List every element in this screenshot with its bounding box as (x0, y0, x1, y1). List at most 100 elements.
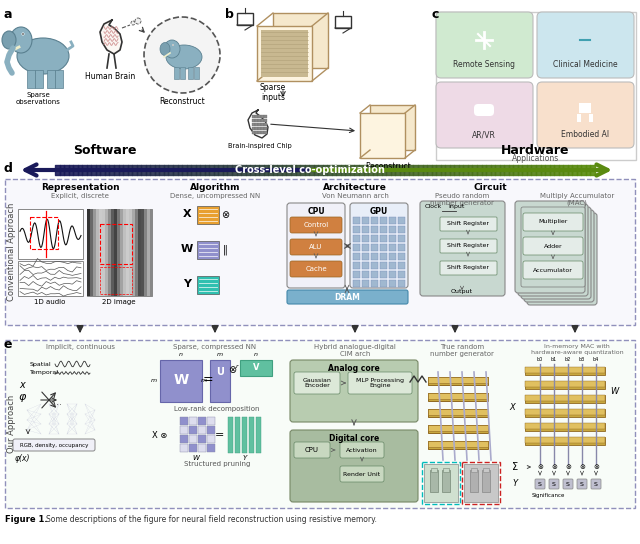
Text: Clinical Medicine: Clinical Medicine (553, 60, 618, 69)
Bar (255, 127, 257, 130)
Bar (380, 244, 387, 251)
Bar (207, 426, 215, 434)
Circle shape (486, 379, 490, 384)
Bar (180, 444, 188, 452)
Text: DRAM: DRAM (335, 293, 360, 301)
Circle shape (581, 96, 583, 98)
Bar (371, 280, 378, 287)
FancyBboxPatch shape (474, 104, 494, 116)
Circle shape (461, 411, 467, 416)
Ellipse shape (10, 27, 32, 53)
FancyBboxPatch shape (527, 213, 597, 305)
Bar (237, 13, 253, 25)
Text: Embodied AI: Embodied AI (561, 130, 609, 139)
Circle shape (591, 462, 601, 472)
FancyBboxPatch shape (440, 217, 497, 231)
FancyBboxPatch shape (440, 239, 497, 253)
Text: ‖: ‖ (223, 245, 227, 255)
Bar (428, 409, 488, 415)
Bar (389, 217, 396, 224)
Bar (198, 435, 206, 443)
Text: b4: b4 (593, 357, 599, 362)
Circle shape (549, 462, 559, 472)
FancyBboxPatch shape (523, 213, 583, 231)
FancyBboxPatch shape (348, 372, 412, 394)
Text: Y: Y (513, 479, 518, 489)
Text: S: S (566, 481, 570, 486)
Bar (141, 209, 144, 296)
Text: Shift Register: Shift Register (447, 221, 489, 226)
Circle shape (41, 400, 49, 408)
Text: b0: b0 (537, 357, 543, 362)
Bar (579, 103, 591, 113)
Bar (398, 271, 405, 278)
Circle shape (486, 442, 490, 448)
Text: U: U (216, 367, 224, 377)
Bar (258, 115, 260, 118)
FancyBboxPatch shape (549, 479, 559, 489)
Circle shape (486, 426, 490, 431)
Text: X: X (182, 209, 191, 219)
Circle shape (474, 394, 479, 399)
Circle shape (577, 462, 587, 472)
Bar (398, 217, 405, 224)
Bar (5, 179, 635, 325)
FancyBboxPatch shape (340, 466, 384, 482)
Bar (371, 217, 378, 224)
Bar (18, 261, 83, 296)
Text: n: n (179, 352, 183, 357)
Ellipse shape (164, 40, 180, 58)
Bar (482, 470, 490, 492)
Bar (147, 209, 150, 296)
Bar (380, 253, 387, 260)
Polygon shape (428, 421, 493, 425)
Text: W: W (181, 244, 193, 254)
Bar (160, 360, 202, 402)
Text: m: m (201, 378, 207, 382)
Bar (90, 209, 93, 296)
FancyBboxPatch shape (287, 203, 345, 288)
Bar (189, 435, 197, 443)
Text: MLP Processing
Engine: MLP Processing Engine (356, 378, 404, 388)
Bar (362, 253, 369, 260)
Bar (114, 209, 117, 296)
Bar (93, 209, 96, 296)
Bar (120, 209, 123, 296)
Bar (102, 209, 105, 296)
Text: Clock: Clock (425, 204, 442, 209)
Bar (30, 217, 58, 249)
FancyBboxPatch shape (537, 82, 634, 148)
Bar (442, 470, 450, 492)
Text: c: c (432, 8, 440, 21)
Circle shape (438, 394, 442, 399)
FancyBboxPatch shape (524, 210, 594, 302)
Text: Input: Input (448, 204, 465, 209)
FancyBboxPatch shape (440, 261, 497, 275)
Circle shape (486, 411, 490, 416)
Text: ...: ... (54, 397, 63, 407)
Bar (424, 464, 458, 502)
Text: Our Approach: Our Approach (8, 395, 17, 453)
Bar (207, 444, 215, 452)
Bar (189, 417, 197, 425)
Bar (264, 119, 266, 122)
Bar (389, 280, 396, 287)
Bar (525, 409, 605, 417)
Bar (188, 67, 193, 79)
Bar (525, 423, 605, 429)
Bar (207, 435, 215, 443)
Text: Explicit, discrete: Explicit, discrete (51, 193, 109, 199)
FancyBboxPatch shape (290, 430, 418, 502)
Bar (264, 123, 266, 126)
Bar (255, 131, 257, 134)
Text: Σ: Σ (512, 462, 518, 472)
Bar (398, 235, 405, 242)
Bar (264, 115, 266, 118)
Bar (380, 217, 387, 224)
Circle shape (571, 26, 599, 54)
Bar (252, 131, 255, 134)
Circle shape (475, 106, 483, 114)
Circle shape (95, 426, 103, 434)
Text: ⊗: ⊗ (565, 464, 571, 470)
Text: d: d (3, 162, 12, 175)
